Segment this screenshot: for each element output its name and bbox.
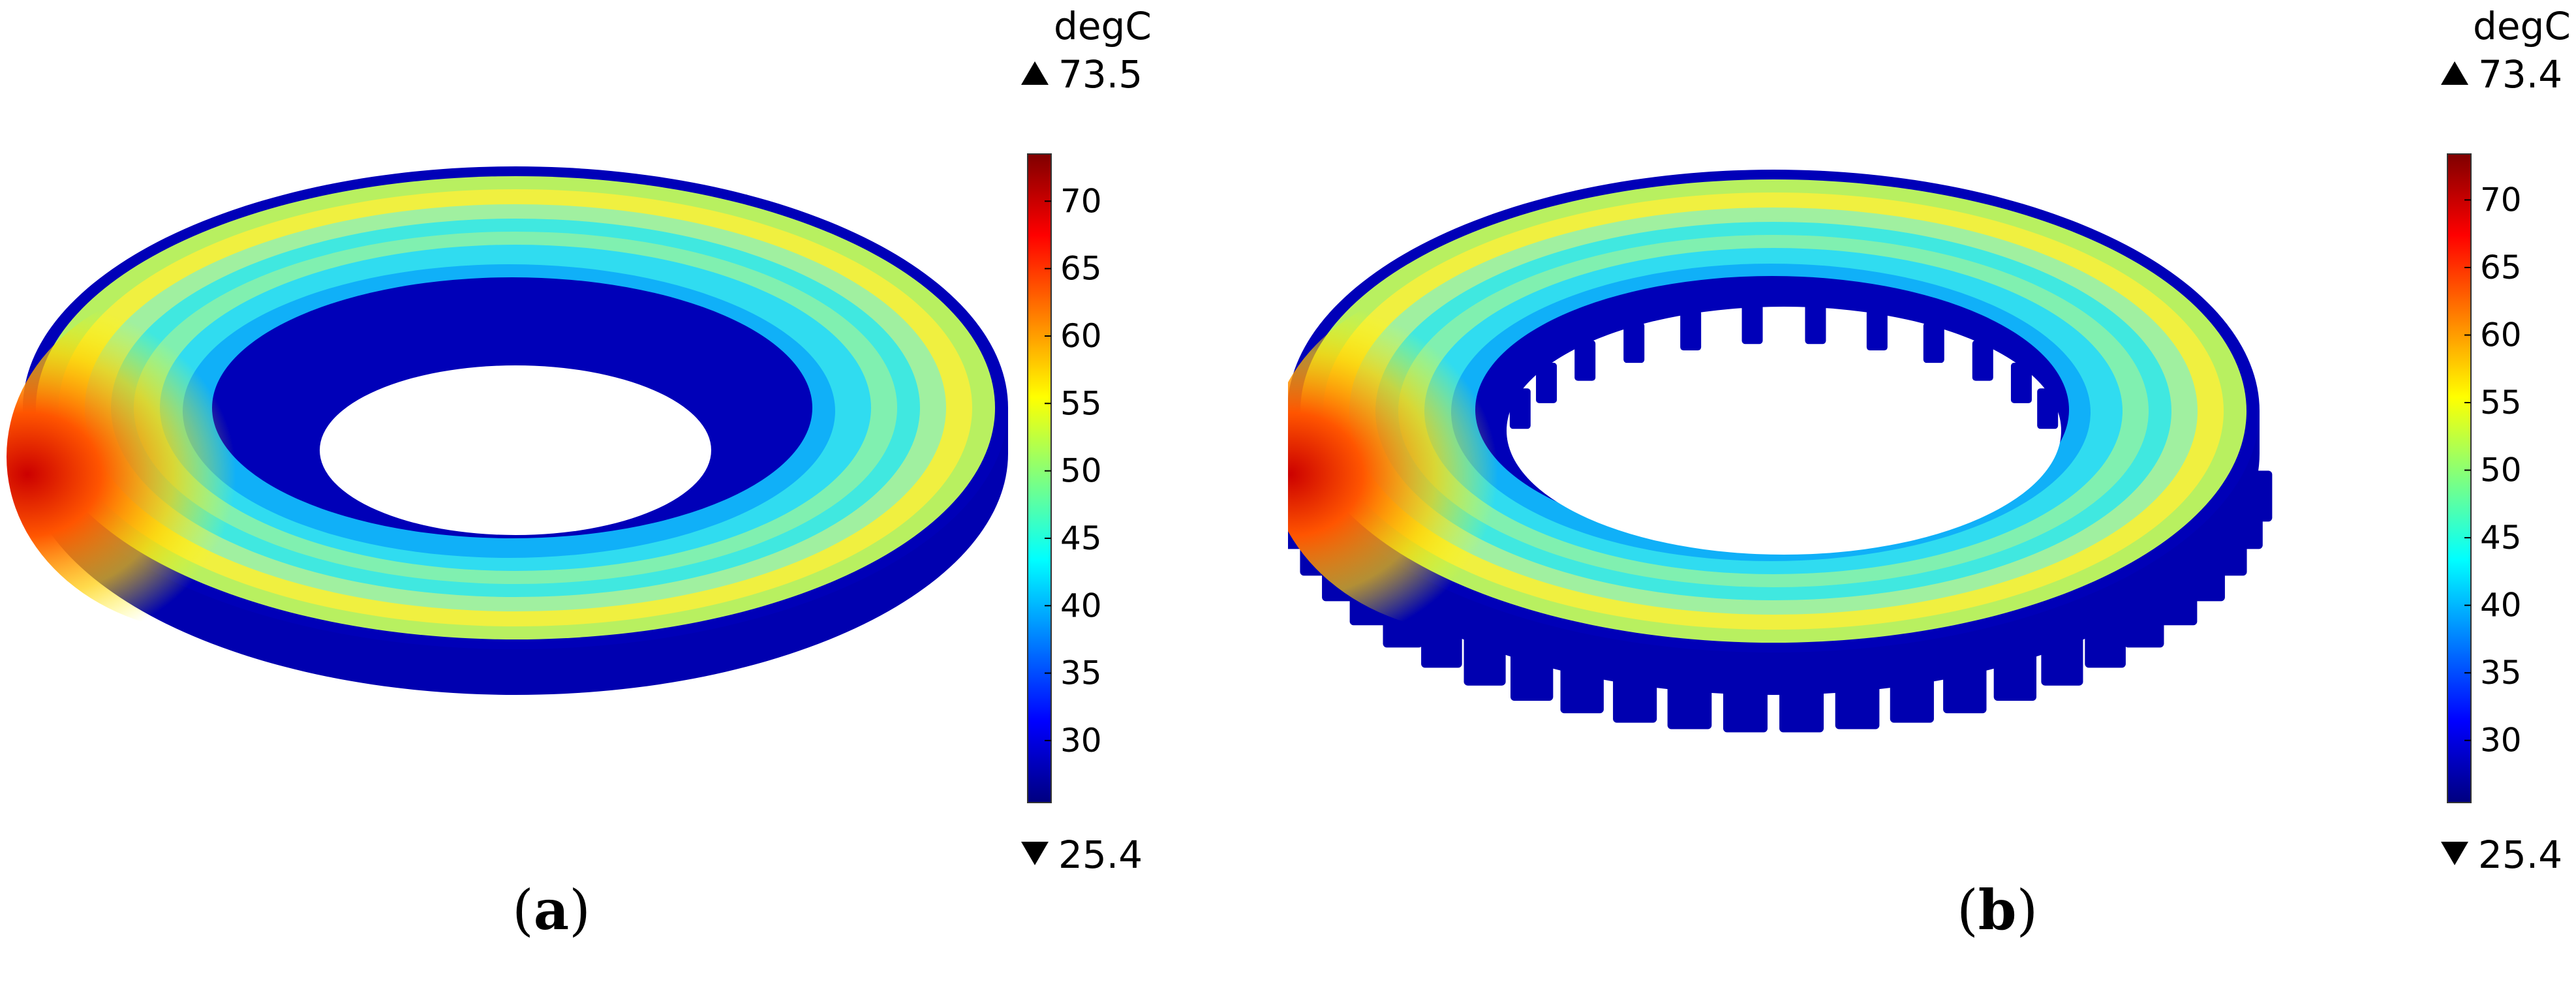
colorbar-tick-label: 40: [2480, 587, 2522, 624]
caption-letter: b: [1978, 878, 2017, 942]
colorbar-tick-label: 55: [1060, 384, 1102, 422]
disk-top-a: [7, 166, 1008, 649]
colorbar-gradient: [2447, 153, 2472, 803]
colorbar-tick-label: 45: [1060, 519, 1102, 557]
caption-close: ): [2016, 878, 2038, 942]
colorbar-tick-label: 45: [2480, 519, 2522, 557]
min-arrow-icon: [1021, 842, 1049, 865]
inner-teeth-b: [1509, 303, 2059, 429]
inner-tooth: [1680, 310, 1702, 351]
colorbar-a: 70 65 60 55 50 45 40 35 30: [1021, 61, 1102, 865]
thermal-plot-a: 70 65 60 55 50 45 40 35 30: [7, 61, 1102, 865]
max-arrow-icon: [2441, 61, 2468, 85]
max-arrow-icon: [1021, 61, 1049, 85]
inner-tooth: [1623, 322, 1645, 363]
colorbar-min-value: 25.4: [2478, 833, 2563, 877]
panel-b: 70 65 60 55 50 45 40 35 30 degC 73.4 25.4 (b): [1288, 0, 2576, 982]
colorbar-tick-label: 40: [1060, 587, 1102, 624]
panel-a: 70 65 60 55 50 45 40 35 30 degC 73.5 25.4 (a): [7, 4, 1152, 942]
colorbar-unit: degC: [1054, 4, 1152, 48]
min-arrow-icon: [2441, 842, 2468, 865]
colorbar-tick-label: 50: [1060, 452, 1102, 490]
colorbar-tick-label: 70: [2480, 181, 2522, 219]
colorbar-max-value: 73.4: [2478, 52, 2563, 97]
colorbar-tick-label: 35: [2480, 654, 2522, 692]
colorbar-gradient: [1027, 153, 1052, 803]
caption-open: (: [512, 878, 534, 942]
thermal-plot-b: 70 65 60 55 50 45 40 35 30: [1288, 61, 2522, 865]
inner-tooth: [1972, 340, 1993, 381]
inner-tooth: [1509, 388, 1531, 429]
inner-tooth: [1574, 340, 1596, 381]
caption-letter: a: [533, 878, 570, 942]
inner-tooth: [1805, 303, 1826, 345]
inner-tooth: [1536, 362, 1557, 403]
colorbar-tick-label: 60: [1060, 317, 1102, 355]
colorbar-min-value: 25.4: [1058, 833, 1143, 877]
caption-open: (: [1957, 878, 1978, 942]
disk-top-b: [1288, 170, 2260, 652]
colorbar-tick-label: 35: [1060, 654, 1102, 692]
inner-tooth: [1866, 310, 1888, 351]
colorbar-max-value: 73.5: [1058, 52, 1143, 97]
colorbar-tick-label: 55: [2480, 384, 2522, 422]
inner-tooth: [2037, 388, 2059, 429]
inner-tooth: [1741, 303, 1763, 345]
colorbar-tick-label: 70: [1060, 182, 1102, 220]
colorbar-tick-label: 60: [2480, 316, 2522, 354]
colorbar-tick-label: 30: [1060, 722, 1102, 760]
inner-tooth: [1923, 322, 1944, 363]
colorbar-tick-label: 65: [2480, 249, 2522, 286]
caption-a: (a): [512, 878, 590, 942]
colorbar-tick-label: 65: [1060, 250, 1102, 288]
caption-close: ): [569, 878, 590, 942]
caption-b: (b): [1957, 878, 2038, 942]
colorbar-tick-label: 30: [2480, 722, 2522, 760]
inner-tooth: [2010, 362, 2032, 403]
colorbar-unit: degC: [2473, 4, 2571, 48]
colorbar-b: 70 65 60 55 50 45 40 35 30: [2441, 61, 2522, 865]
colorbar-tick-label: 50: [2480, 452, 2522, 489]
